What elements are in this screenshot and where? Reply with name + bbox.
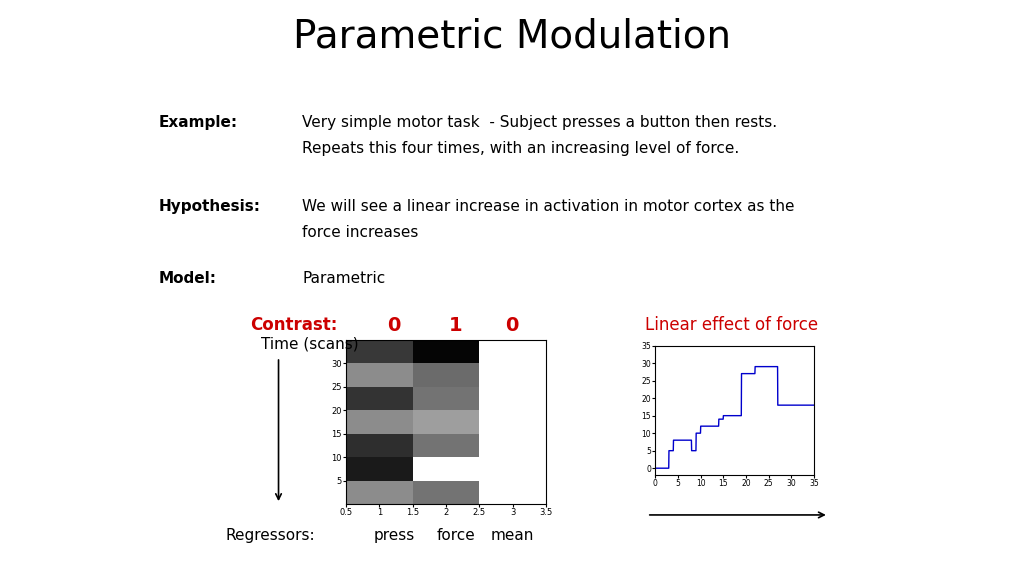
Bar xyxy=(413,363,479,386)
Text: 0: 0 xyxy=(387,316,401,335)
Bar xyxy=(479,363,546,386)
Text: press: press xyxy=(374,528,415,543)
Bar xyxy=(413,457,479,480)
Text: Model:: Model: xyxy=(159,271,217,286)
Text: Parametric Modulation: Parametric Modulation xyxy=(293,17,731,55)
Bar xyxy=(479,457,546,480)
Bar xyxy=(479,386,546,410)
Text: mean: mean xyxy=(490,528,534,543)
Bar xyxy=(413,410,479,434)
Bar xyxy=(413,340,479,363)
Text: 0: 0 xyxy=(505,316,519,335)
Bar xyxy=(346,480,413,504)
Bar xyxy=(479,410,546,434)
Text: force increases: force increases xyxy=(302,225,419,240)
Text: Contrast:: Contrast: xyxy=(251,316,338,335)
Text: Time (scans): Time (scans) xyxy=(261,337,358,352)
Bar xyxy=(479,340,546,363)
Text: force: force xyxy=(436,528,475,543)
Bar xyxy=(346,386,413,410)
Bar xyxy=(346,340,413,363)
Text: We will see a linear increase in activation in motor cortex as the: We will see a linear increase in activat… xyxy=(302,199,795,214)
Text: Very simple motor task  - Subject presses a button then rests.: Very simple motor task - Subject presses… xyxy=(302,115,777,130)
Text: Linear effect of force: Linear effect of force xyxy=(645,316,818,335)
Bar xyxy=(346,434,413,457)
Bar xyxy=(413,434,479,457)
Bar xyxy=(346,363,413,386)
Text: Parametric: Parametric xyxy=(302,271,385,286)
Bar xyxy=(479,434,546,457)
Bar xyxy=(346,410,413,434)
Text: Hypothesis:: Hypothesis: xyxy=(159,199,261,214)
Bar xyxy=(413,386,479,410)
Text: Regressors:: Regressors: xyxy=(225,528,315,543)
Bar xyxy=(413,480,479,504)
Text: Repeats this four times, with an increasing level of force.: Repeats this four times, with an increas… xyxy=(302,141,739,156)
Text: 1: 1 xyxy=(449,316,463,335)
Bar xyxy=(346,457,413,480)
Text: Example:: Example: xyxy=(159,115,238,130)
Bar xyxy=(479,480,546,504)
